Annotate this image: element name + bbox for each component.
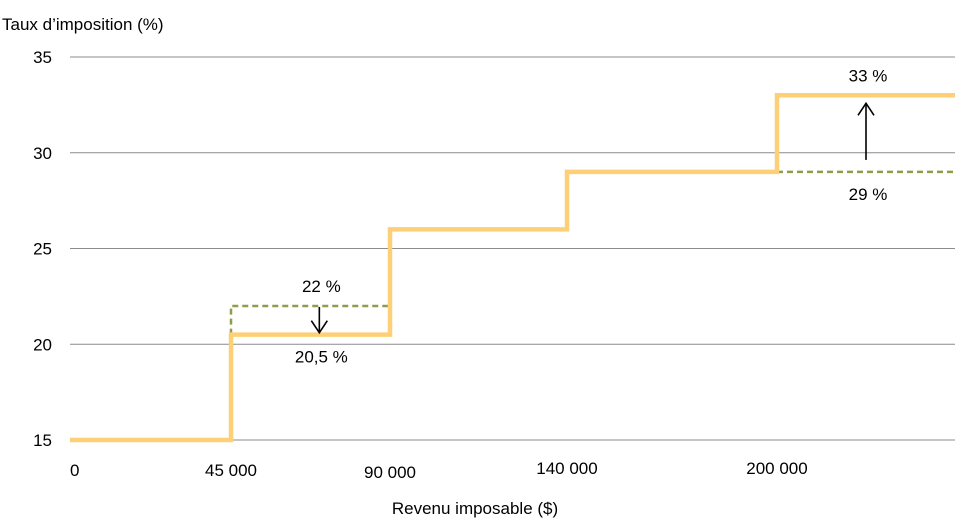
y-tick-label: 20 — [33, 335, 52, 354]
tax-rate-step-line — [70, 93, 955, 443]
x-axis-label: Revenu imposable ($) — [392, 499, 558, 518]
y-axis-ticks: 15 20 25 30 35 — [33, 48, 52, 450]
y-tick-label: 25 — [33, 240, 52, 259]
gridlines — [70, 56, 955, 441]
x-tick-label: 0 — [70, 461, 79, 480]
annotations: 22 % 20,5 % 33 % 29 % — [295, 66, 888, 366]
x-tick-label: 200 000 — [746, 459, 807, 478]
annotation-label: 22 % — [302, 277, 341, 296]
x-axis-ticks: 0 45 000 90 000 140 000 200 000 — [70, 459, 808, 482]
x-tick-label: 45 000 — [205, 461, 257, 480]
annotation-arrow — [857, 101, 875, 160]
y-tick-label: 15 — [33, 431, 52, 450]
x-tick-label: 140 000 — [536, 459, 597, 478]
annotation-arrow — [310, 306, 328, 335]
x-tick-label: 90 000 — [364, 463, 416, 482]
y-tick-label: 35 — [33, 48, 52, 67]
annotation-label: 33 % — [849, 66, 888, 85]
dashed-previous-rate-line — [229, 304, 390, 335]
y-axis-label: Taux d’imposition (%) — [2, 15, 164, 34]
series-group — [70, 93, 955, 443]
y-tick-label: 30 — [33, 144, 52, 163]
annotation-label: 20,5 % — [295, 348, 348, 367]
annotation-label: 29 % — [849, 185, 888, 204]
